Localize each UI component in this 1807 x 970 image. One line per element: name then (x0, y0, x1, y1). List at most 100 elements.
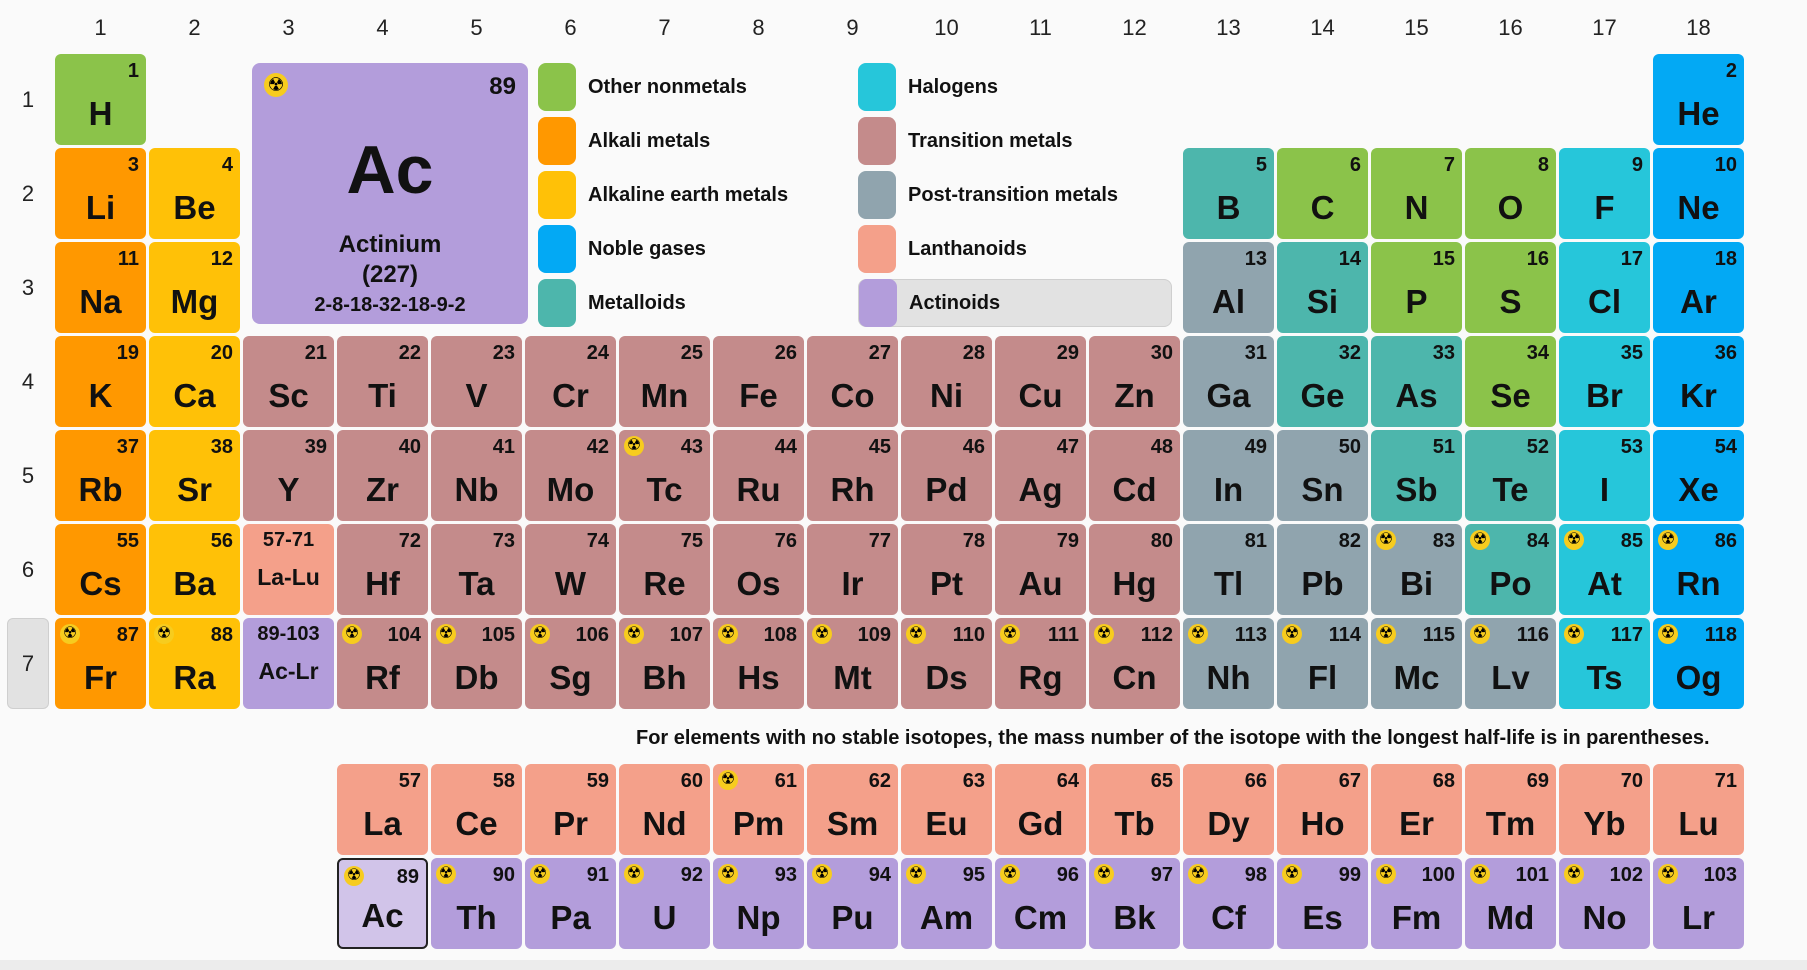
element-cell-mg[interactable]: 12 Mg (149, 242, 240, 333)
element-cell-at[interactable]: ☢ 85 At (1559, 524, 1650, 615)
element-cell-k[interactable]: 19 K (55, 336, 146, 427)
element-cell-es[interactable]: ☢ 99 Es (1277, 858, 1368, 949)
element-cell-ra[interactable]: ☢ 88 Ra (149, 618, 240, 709)
element-cell-pb[interactable]: 82 Pb (1277, 524, 1368, 615)
element-cell-te[interactable]: 52 Te (1465, 430, 1556, 521)
element-cell-hg[interactable]: 80 Hg (1089, 524, 1180, 615)
element-cell-se[interactable]: 34 Se (1465, 336, 1556, 427)
element-cell-rh[interactable]: 45 Rh (807, 430, 898, 521)
element-cell-pa[interactable]: ☢ 91 Pa (525, 858, 616, 949)
element-cell-cs[interactable]: 55 Cs (55, 524, 146, 615)
element-cell-tl[interactable]: 81 Tl (1183, 524, 1274, 615)
element-cell-lu[interactable]: 71 Lu (1653, 764, 1744, 855)
legend-item-nonmetal[interactable]: Other nonmetals (538, 63, 838, 111)
element-cell-pm[interactable]: ☢ 61 Pm (713, 764, 804, 855)
element-cell-tm[interactable]: 69 Tm (1465, 764, 1556, 855)
element-cell-ar[interactable]: 18 Ar (1653, 242, 1744, 333)
element-cell-yb[interactable]: 70 Yb (1559, 764, 1650, 855)
element-cell-gd[interactable]: 64 Gd (995, 764, 1086, 855)
element-cell-br[interactable]: 35 Br (1559, 336, 1650, 427)
element-cell-rg[interactable]: ☢ 111 Rg (995, 618, 1086, 709)
element-cell-sb[interactable]: 51 Sb (1371, 430, 1462, 521)
element-cell-lr[interactable]: ☢ 103 Lr (1653, 858, 1744, 949)
period-number-5[interactable]: 5 (21, 462, 35, 488)
element-cell-pu[interactable]: ☢ 94 Pu (807, 858, 898, 949)
element-cell-la-lu[interactable]: 57-71 La-Lu (243, 524, 334, 615)
element-cell-sc[interactable]: 21 Sc (243, 336, 334, 427)
element-cell-cr[interactable]: 24 Cr (525, 336, 616, 427)
element-cell-mo[interactable]: 42 Mo (525, 430, 616, 521)
element-cell-ce[interactable]: 58 Ce (431, 764, 522, 855)
element-cell-he[interactable]: 2 He (1653, 54, 1744, 145)
element-cell-ts[interactable]: ☢ 117 Ts (1559, 618, 1650, 709)
element-cell-pd[interactable]: 46 Pd (901, 430, 992, 521)
element-cell-s[interactable]: 16 S (1465, 242, 1556, 333)
element-cell-w[interactable]: 74 W (525, 524, 616, 615)
element-cell-si[interactable]: 14 Si (1277, 242, 1368, 333)
element-cell-pt[interactable]: 78 Pt (901, 524, 992, 615)
element-cell-sg[interactable]: ☢ 106 Sg (525, 618, 616, 709)
period-number-6[interactable]: 6 (21, 556, 35, 582)
element-cell-fr[interactable]: ☢ 87 Fr (55, 618, 146, 709)
element-cell-ba[interactable]: 56 Ba (149, 524, 240, 615)
legend-item-actinoid[interactable]: Actinoids (858, 279, 1172, 327)
element-cell-kr[interactable]: 36 Kr (1653, 336, 1744, 427)
legend-item-lanthanoid[interactable]: Lanthanoids (858, 225, 1172, 273)
element-cell-nd[interactable]: 60 Nd (619, 764, 710, 855)
element-cell-mt[interactable]: ☢ 109 Mt (807, 618, 898, 709)
element-cell-xe[interactable]: 54 Xe (1653, 430, 1744, 521)
element-cell-cu[interactable]: 29 Cu (995, 336, 1086, 427)
element-cell-la[interactable]: 57 La (337, 764, 428, 855)
element-cell-na[interactable]: 11 Na (55, 242, 146, 333)
element-cell-db[interactable]: ☢ 105 Db (431, 618, 522, 709)
element-cell-no[interactable]: ☢ 102 No (1559, 858, 1650, 949)
period-number-4[interactable]: 4 (21, 368, 35, 394)
element-cell-er[interactable]: 68 Er (1371, 764, 1462, 855)
element-cell-tb[interactable]: 65 Tb (1089, 764, 1180, 855)
element-cell-po[interactable]: ☢ 84 Po (1465, 524, 1556, 615)
element-cell-bh[interactable]: ☢ 107 Bh (619, 618, 710, 709)
element-cell-tc[interactable]: ☢ 43 Tc (619, 430, 710, 521)
element-cell-ti[interactable]: 22 Ti (337, 336, 428, 427)
element-cell-ca[interactable]: 20 Ca (149, 336, 240, 427)
element-cell-sr[interactable]: 38 Sr (149, 430, 240, 521)
element-cell-fl[interactable]: ☢ 114 Fl (1277, 618, 1368, 709)
element-cell-nh[interactable]: ☢ 113 Nh (1183, 618, 1274, 709)
element-cell-ge[interactable]: 32 Ge (1277, 336, 1368, 427)
element-cell-fm[interactable]: ☢ 100 Fm (1371, 858, 1462, 949)
element-cell-co[interactable]: 27 Co (807, 336, 898, 427)
element-cell-ds[interactable]: ☢ 110 Ds (901, 618, 992, 709)
legend-item-post[interactable]: Post-transition metals (858, 171, 1172, 219)
element-cell-bi[interactable]: ☢ 83 Bi (1371, 524, 1462, 615)
element-cell-nb[interactable]: 41 Nb (431, 430, 522, 521)
period-number-1[interactable]: 1 (21, 86, 35, 112)
element-cell-al[interactable]: 13 Al (1183, 242, 1274, 333)
element-cell-be[interactable]: 4 Be (149, 148, 240, 239)
element-cell-ta[interactable]: 73 Ta (431, 524, 522, 615)
element-cell-rn[interactable]: ☢ 86 Rn (1653, 524, 1744, 615)
element-cell-cn[interactable]: ☢ 112 Cn (1089, 618, 1180, 709)
element-cell-i[interactable]: 53 I (1559, 430, 1650, 521)
element-cell-np[interactable]: ☢ 93 Np (713, 858, 804, 949)
period-number-3[interactable]: 3 (21, 274, 35, 300)
element-cell-mn[interactable]: 25 Mn (619, 336, 710, 427)
element-cell-re[interactable]: 75 Re (619, 524, 710, 615)
element-cell-au[interactable]: 79 Au (995, 524, 1086, 615)
element-cell-th[interactable]: ☢ 90 Th (431, 858, 522, 949)
legend-item-alkaline[interactable]: Alkaline earth metals (538, 171, 838, 219)
element-cell-ni[interactable]: 28 Ni (901, 336, 992, 427)
legend-item-alkali[interactable]: Alkali metals (538, 117, 838, 165)
element-cell-u[interactable]: ☢ 92 U (619, 858, 710, 949)
legend-item-noble[interactable]: Noble gases (538, 225, 838, 273)
element-cell-rb[interactable]: 37 Rb (55, 430, 146, 521)
element-cell-ru[interactable]: 44 Ru (713, 430, 804, 521)
element-cell-hs[interactable]: ☢ 108 Hs (713, 618, 804, 709)
element-cell-am[interactable]: ☢ 95 Am (901, 858, 992, 949)
legend-item-transition[interactable]: Transition metals (858, 117, 1172, 165)
legend-item-halogen[interactable]: Halogens (858, 63, 1172, 111)
element-cell-as[interactable]: 33 As (1371, 336, 1462, 427)
element-cell-md[interactable]: ☢ 101 Md (1465, 858, 1556, 949)
